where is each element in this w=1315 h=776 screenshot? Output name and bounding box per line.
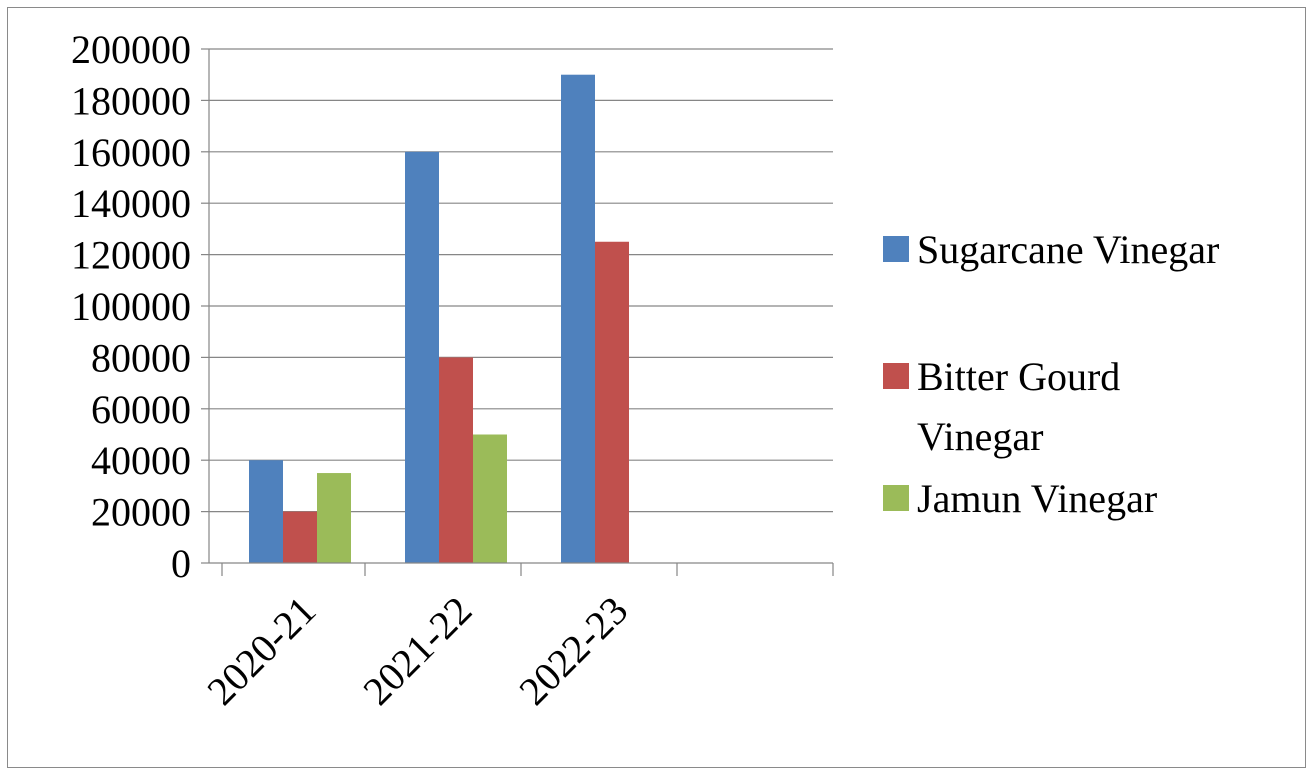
bar — [595, 241, 629, 563]
legend-label: Sugarcane Vinegar — [917, 227, 1219, 272]
y-tick-label: 100000 — [71, 284, 191, 329]
x-tick-label: 2022-23 — [510, 588, 636, 714]
y-tick-label: 160000 — [71, 130, 191, 175]
legend-swatch — [883, 236, 909, 262]
y-tick-label: 200000 — [71, 27, 191, 72]
x-tick-label: 2021-22 — [354, 588, 480, 714]
bar — [249, 460, 283, 563]
bar — [283, 511, 317, 563]
gridlines — [209, 48, 833, 513]
y-tick-label: 40000 — [91, 438, 191, 483]
x-tick-labels: 2020-21 2021-22 2022-23 — [198, 588, 636, 714]
axes — [201, 48, 834, 576]
legend-swatch — [883, 485, 909, 511]
y-tick-label: 140000 — [71, 181, 191, 226]
y-tick-label: 20000 — [91, 490, 191, 535]
bar — [317, 473, 351, 563]
x-tick-label: 2020-21 — [198, 588, 324, 714]
y-tick-label: 80000 — [91, 335, 191, 380]
bar — [561, 74, 595, 563]
bars — [249, 74, 629, 564]
y-tick-label: 180000 — [71, 78, 191, 123]
legend-label: Vinegar — [917, 414, 1043, 459]
y-tick-label: 60000 — [91, 387, 191, 432]
legend-label: Bitter Gourd — [917, 354, 1120, 399]
y-tick-label: 0 — [171, 541, 191, 586]
bar — [473, 434, 507, 563]
chart-frame — [7, 7, 1306, 768]
legend-label: Jamun Vinegar — [917, 476, 1157, 521]
bar — [439, 357, 473, 563]
legend-swatch — [883, 363, 909, 389]
legend: Sugarcane Vinegar Bitter Gourd Vinegar Jamu… — [883, 227, 1219, 521]
y-tick-label: 120000 — [71, 233, 191, 278]
y-tick-labels: 0 20000 40000 60000 80000 100000 120000 140000 1… — [71, 27, 191, 586]
bar — [405, 151, 439, 564]
